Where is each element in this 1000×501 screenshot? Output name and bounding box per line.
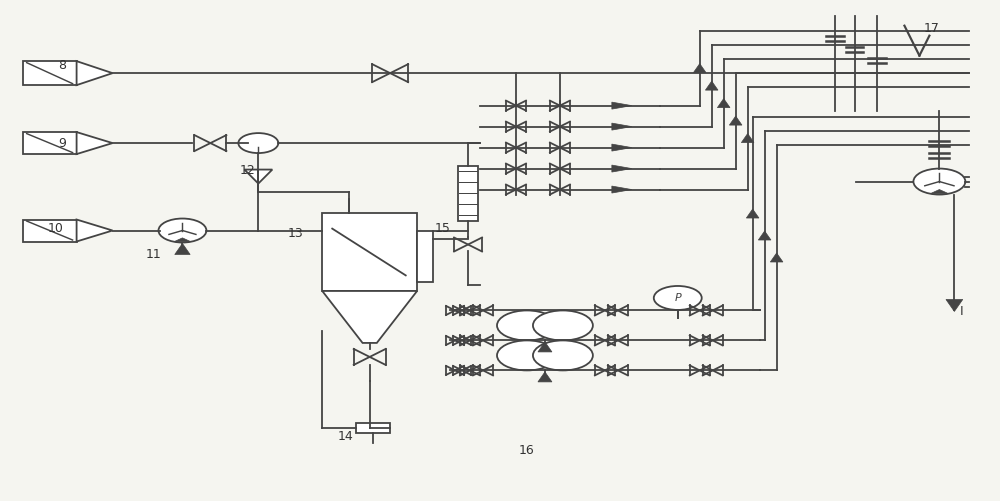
Text: 13: 13 [287, 226, 303, 239]
Polygon shape [746, 209, 759, 218]
Text: 17: 17 [923, 22, 939, 35]
Polygon shape [946, 300, 963, 312]
Circle shape [533, 311, 593, 341]
Polygon shape [538, 372, 552, 382]
Polygon shape [693, 64, 706, 73]
Bar [23, 132, 77, 154]
Bar [417, 231, 433, 282]
Bar [23, 219, 77, 241]
Polygon shape [244, 169, 272, 183]
Polygon shape [705, 81, 718, 90]
Text: I: I [960, 305, 963, 318]
Polygon shape [612, 165, 632, 172]
Text: 10: 10 [48, 221, 64, 234]
Text: 12: 12 [239, 164, 255, 177]
Polygon shape [930, 189, 948, 193]
Text: P: P [674, 293, 681, 303]
Polygon shape [770, 253, 783, 262]
Bar [23, 61, 77, 85]
Polygon shape [174, 238, 191, 241]
Circle shape [654, 286, 702, 310]
Polygon shape [612, 102, 632, 109]
Polygon shape [612, 144, 632, 151]
Polygon shape [175, 243, 190, 255]
Circle shape [533, 341, 593, 370]
Circle shape [497, 311, 557, 341]
Bar [322, 213, 417, 291]
Polygon shape [77, 219, 113, 241]
Polygon shape [612, 186, 632, 193]
Bar [356, 423, 390, 433]
Polygon shape [322, 291, 417, 343]
Polygon shape [77, 132, 113, 154]
Circle shape [497, 341, 557, 370]
Text: 11: 11 [146, 248, 161, 261]
Bar [458, 165, 478, 220]
Polygon shape [758, 231, 771, 240]
Polygon shape [741, 134, 754, 143]
Polygon shape [717, 99, 730, 108]
Polygon shape [77, 61, 113, 85]
Polygon shape [729, 116, 742, 125]
Text: 14: 14 [337, 430, 353, 443]
Circle shape [238, 133, 278, 153]
Polygon shape [538, 342, 552, 352]
Text: 8: 8 [59, 59, 67, 72]
Text: 16: 16 [519, 444, 535, 457]
Circle shape [913, 168, 965, 194]
Polygon shape [612, 123, 632, 130]
Text: 9: 9 [59, 137, 67, 150]
Circle shape [158, 218, 206, 242]
Text: 15: 15 [435, 221, 451, 234]
